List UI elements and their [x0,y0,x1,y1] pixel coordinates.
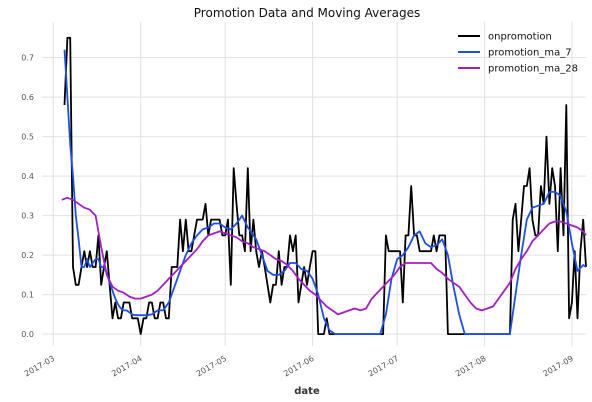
series-line-promotion_ma_7 [63,49,587,336]
legend-label: onpromotion [488,32,552,43]
grid-lines [42,22,586,346]
y-tick-label: 0.7 [21,54,34,63]
x-tick-label: 2017-05 [195,354,228,379]
x-tick-labels: 2017-03 2017-04 2017-05 2017-06 2017-07 2017-… [23,354,575,379]
x-tick-label: 2017-09 [541,354,574,379]
x-tick-label: 2017-04 [110,354,143,379]
y-tick-label: 0.1 [21,291,34,300]
series-line-onpromotion [63,36,587,336]
chart-title: Promotion Data and Moving Averages [194,6,420,20]
y-tick-label: 0.6 [21,93,34,102]
series-lines [61,36,587,336]
y-tick-label: 0.0 [21,330,34,339]
legend-label: promotion_ma_28 [488,64,578,75]
y-tick-labels: 0.0 0.1 0.2 0.3 0.4 0.5 0.6 0.7 [21,54,34,340]
x-tick-label: 2017-06 [282,354,315,379]
legend: onpromotion promotion_ma_7 promotion_ma_28 [458,32,578,75]
y-tick-label: 0.4 [21,172,34,181]
legend-label: promotion_ma_7 [488,48,572,59]
x-tick-label: 2017-07 [367,354,400,379]
x-tick-label: 2017-03 [23,354,56,379]
y-tick-label: 0.3 [21,212,34,221]
x-tick-label: 2017-08 [454,354,487,379]
y-tick-label: 0.5 [21,133,34,142]
x-axis-label: date [294,386,320,397]
series-line-promotion_ma_28 [61,196,587,316]
y-tick-label: 0.2 [21,251,34,260]
